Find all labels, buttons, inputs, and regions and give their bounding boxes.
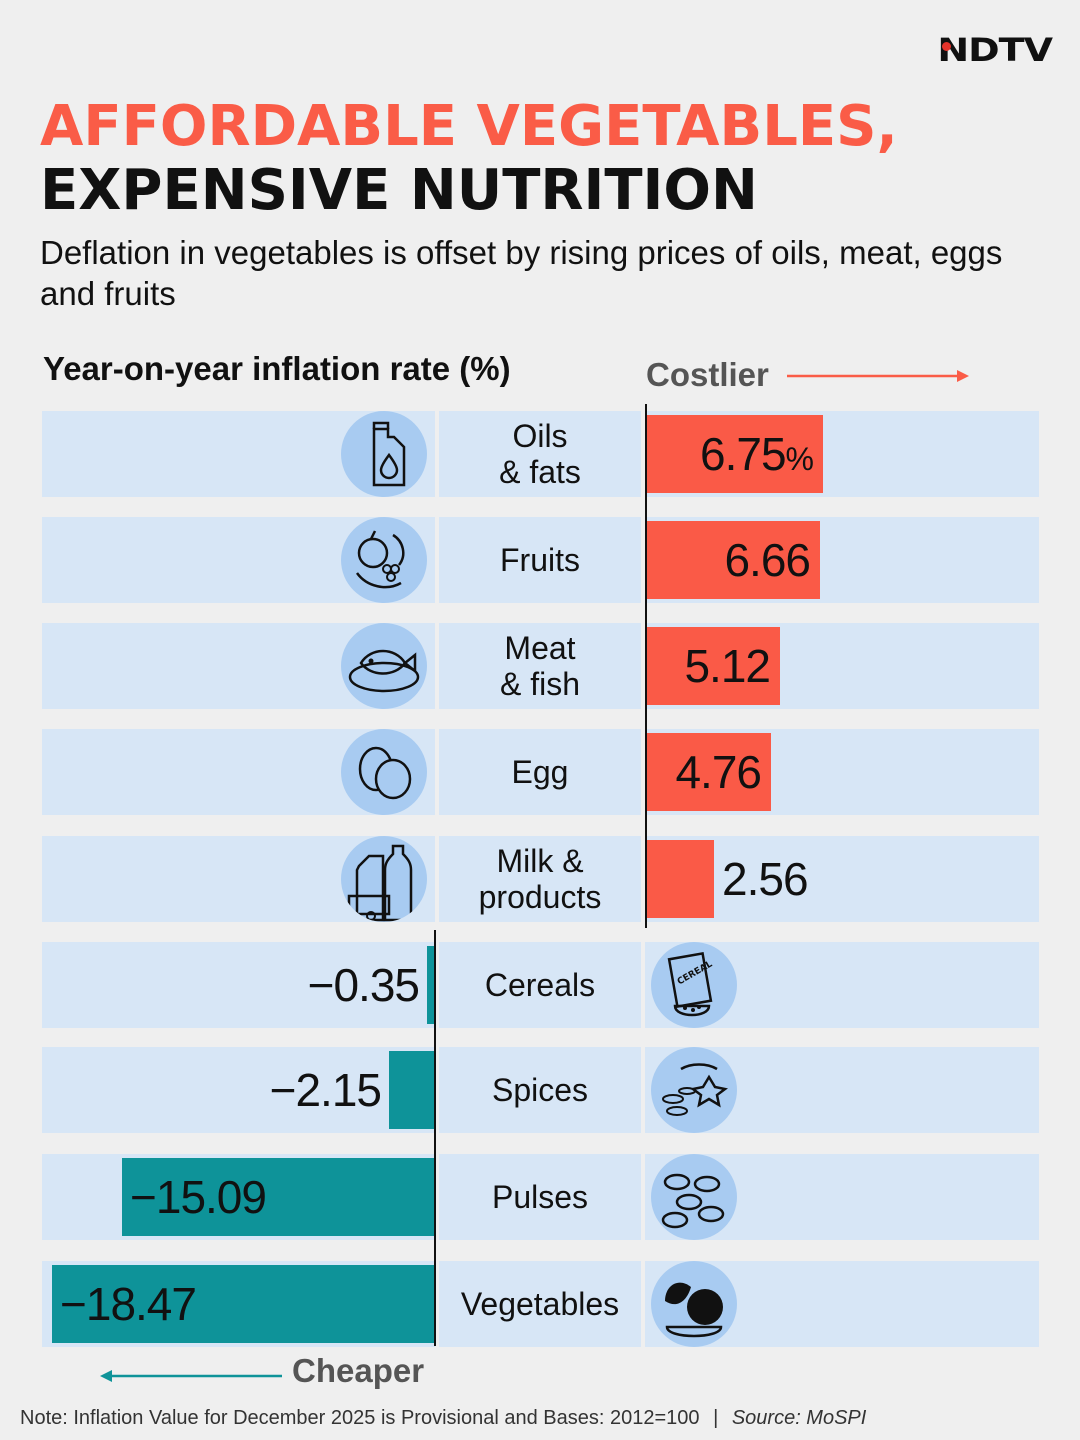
bar-value-label: 6.66 — [724, 534, 811, 586]
category-label-line: Cereals — [484, 967, 596, 1003]
fruits-icon — [341, 517, 427, 603]
spices-icon — [651, 1047, 737, 1133]
bar — [427, 946, 434, 1024]
bar — [647, 627, 780, 705]
category-label: Oils & fats — [440, 411, 640, 497]
negative-axis-line — [434, 930, 436, 1346]
bar — [122, 1158, 434, 1236]
costlier-arrow-icon — [787, 370, 969, 382]
category-label: Pulses — [440, 1154, 640, 1240]
bar-value-label: −18.47 — [60, 1278, 197, 1330]
title-line-1: AFFORDABLE VEGETABLES, — [40, 94, 898, 159]
category-label-line: Fruits — [500, 542, 580, 578]
title-line-2: EXPENSIVE NUTRITION — [40, 158, 758, 223]
positive-axis-line — [645, 404, 647, 928]
category-label: Cereals — [440, 942, 640, 1028]
bar-value-label: −0.35 — [307, 959, 420, 1011]
row-label-cell — [439, 517, 641, 603]
percent-suffix: % — [785, 441, 814, 477]
category-label: Fruits — [440, 517, 640, 603]
category-label: Milk & products — [440, 836, 640, 922]
row-label-cell — [439, 729, 641, 815]
row-label-cell — [439, 1047, 641, 1133]
category-label-line: Vegetables — [460, 1286, 620, 1322]
bar — [647, 415, 823, 493]
bar — [647, 840, 714, 918]
bar — [52, 1265, 434, 1343]
row-label-cell — [439, 836, 641, 922]
logo-dot — [942, 42, 951, 51]
row-label-cell — [439, 1154, 641, 1240]
footnote-separator: | — [713, 1407, 719, 1429]
bar — [647, 733, 771, 811]
row-label-cell — [439, 411, 641, 497]
category-label-line: Egg — [511, 754, 569, 790]
oil-can-icon — [341, 411, 427, 497]
chart-title: Year-on-year inflation rate (%) — [43, 350, 511, 387]
bar-value-label: 2.56 — [722, 853, 809, 905]
category-label-line: Oils — [512, 418, 568, 454]
category-label-line: & fish — [499, 666, 581, 702]
category-label-line: Milk & — [496, 843, 584, 879]
category-label: Meat & fish — [440, 623, 640, 709]
footnote-note: Note: Inflation Value for December 2025 … — [20, 1407, 700, 1429]
bar-value-label: 6.75% — [700, 428, 814, 480]
bar-value-label: −2.15 — [269, 1064, 382, 1116]
subtitle: Deflation in vegetables is offset by ris… — [40, 234, 1003, 312]
vegetables-icon — [651, 1261, 737, 1347]
category-label: Spices — [440, 1047, 640, 1133]
footnote: Note: Inflation Value for December 2025 … — [20, 1407, 866, 1430]
category-label: Egg — [440, 729, 640, 815]
category-label-line: & fats — [499, 454, 581, 490]
row-label-cell — [439, 942, 641, 1028]
bar-value-label: 5.12 — [684, 640, 771, 692]
ndtv-logo: NDTV — [937, 31, 1053, 69]
category-label-line: Pulses — [491, 1179, 589, 1215]
footnote-source: Source: MoSPI — [731, 1407, 867, 1429]
bar-value-label: −15.09 — [130, 1171, 267, 1223]
category-label-line: Spices — [491, 1072, 589, 1108]
category-label: Vegetables — [440, 1261, 640, 1347]
beans-icon — [651, 1154, 737, 1240]
row-left-cell — [42, 1047, 435, 1133]
row-label-cell — [439, 623, 641, 709]
row-label-cell — [439, 1261, 641, 1347]
bar — [389, 1051, 434, 1129]
row-left-cell — [42, 942, 435, 1028]
fish-plate-icon — [341, 623, 427, 709]
costlier-label: Costlier — [646, 356, 769, 393]
category-label-line: products — [478, 879, 602, 915]
bar — [647, 521, 820, 599]
bar-value-label: 4.76 — [675, 746, 762, 798]
cereal-box-icon: CEREAL — [651, 942, 737, 1028]
category-label-line: Meat — [504, 630, 576, 666]
cheaper-arrow-icon — [100, 1370, 282, 1382]
milk-products-icon — [341, 836, 427, 922]
eggs-icon — [341, 729, 427, 815]
cheaper-label: Cheaper — [292, 1352, 425, 1389]
